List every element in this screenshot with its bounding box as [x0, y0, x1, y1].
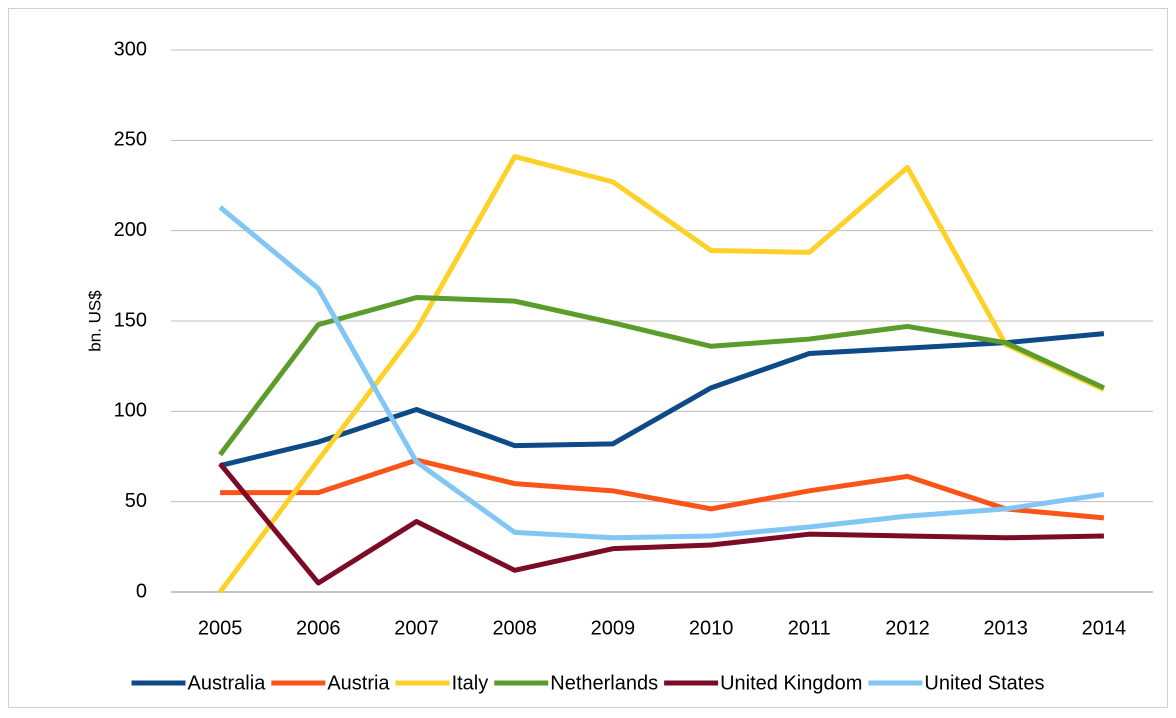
y-tick-label: 100	[114, 400, 147, 422]
x-tick-label: 2011	[788, 617, 831, 639]
x-tick-label: 2009	[591, 617, 636, 639]
chart-frame	[8, 8, 1168, 708]
legend-label: United States	[924, 672, 1044, 694]
legend-label: United Kingdom	[720, 672, 862, 694]
series-line	[218, 205, 1105, 541]
y-tick-label: 200	[114, 219, 147, 241]
y-tick-label: 250	[114, 129, 147, 151]
series-line	[218, 154, 1105, 594]
series-line	[219, 331, 1105, 468]
x-tick-label: 2005	[198, 617, 243, 639]
series-line	[220, 457, 1105, 521]
y-tick-label: 150	[114, 309, 147, 331]
legend-label: Australia	[188, 672, 267, 694]
x-tick-label: 2007	[394, 617, 439, 639]
y-axis-label: bn. US$	[85, 290, 104, 352]
x-tick-label: 2010	[689, 617, 734, 639]
x-tick-label: 2012	[885, 617, 930, 639]
series-line	[218, 295, 1105, 457]
x-tick-label: 2006	[296, 617, 341, 639]
legend-label: Italy	[452, 672, 489, 694]
x-tick-label: 2008	[492, 617, 537, 639]
legend-label: Netherlands	[550, 672, 658, 694]
y-tick-label: 300	[114, 38, 147, 60]
legend-label: Austria	[327, 672, 390, 694]
y-tick-label: 50	[125, 490, 147, 512]
x-tick-label: 2013	[983, 617, 1028, 639]
x-tick-label: 2014	[1082, 617, 1127, 639]
y-tick-label: 0	[136, 580, 147, 602]
series-line	[218, 462, 1104, 586]
